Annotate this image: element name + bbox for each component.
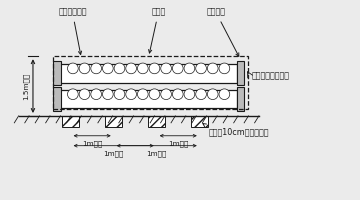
Ellipse shape — [114, 63, 125, 74]
Ellipse shape — [79, 89, 90, 100]
Text: 両受け直管の場合: 両受け直管の場合 — [252, 72, 290, 81]
Ellipse shape — [207, 63, 218, 74]
Ellipse shape — [138, 63, 148, 74]
Text: 不透明シート: 不透明シート — [58, 8, 87, 54]
Ellipse shape — [114, 89, 125, 100]
Bar — [53, 56, 248, 109]
Text: 端止め材: 端止め材 — [206, 8, 239, 56]
Bar — [191, 116, 208, 127]
Bar — [105, 116, 122, 127]
Bar — [237, 87, 244, 111]
Ellipse shape — [68, 89, 78, 100]
Bar — [237, 61, 244, 85]
Ellipse shape — [91, 63, 102, 74]
Ellipse shape — [79, 63, 90, 74]
Ellipse shape — [68, 63, 78, 74]
Text: 1m以内: 1m以内 — [168, 141, 188, 147]
Ellipse shape — [161, 89, 171, 100]
Ellipse shape — [138, 89, 148, 100]
Ellipse shape — [103, 89, 113, 100]
Ellipse shape — [161, 63, 171, 74]
Ellipse shape — [172, 63, 183, 74]
Ellipse shape — [219, 89, 230, 100]
Ellipse shape — [172, 89, 183, 100]
Ellipse shape — [184, 89, 195, 100]
Ellipse shape — [126, 89, 136, 100]
Ellipse shape — [196, 89, 206, 100]
Text: 1.5m以下: 1.5m以下 — [22, 72, 29, 100]
Ellipse shape — [91, 89, 102, 100]
Text: ロープ: ロープ — [149, 8, 166, 53]
Ellipse shape — [149, 89, 160, 100]
Ellipse shape — [196, 63, 206, 74]
Text: 1m以内: 1m以内 — [103, 151, 124, 157]
Bar — [53, 61, 61, 85]
Text: 1m以内: 1m以内 — [82, 141, 102, 147]
Bar — [148, 116, 165, 127]
Text: 1m以内: 1m以内 — [147, 151, 167, 157]
Ellipse shape — [126, 63, 136, 74]
Bar — [60, 90, 237, 108]
Bar — [60, 64, 237, 83]
Ellipse shape — [184, 63, 195, 74]
Ellipse shape — [207, 89, 218, 100]
Text: 管台（10cm角材など）: 管台（10cm角材など） — [203, 124, 269, 136]
Ellipse shape — [103, 63, 113, 74]
Ellipse shape — [149, 63, 160, 74]
Bar — [53, 87, 61, 111]
Bar — [62, 116, 79, 127]
Ellipse shape — [219, 63, 230, 74]
